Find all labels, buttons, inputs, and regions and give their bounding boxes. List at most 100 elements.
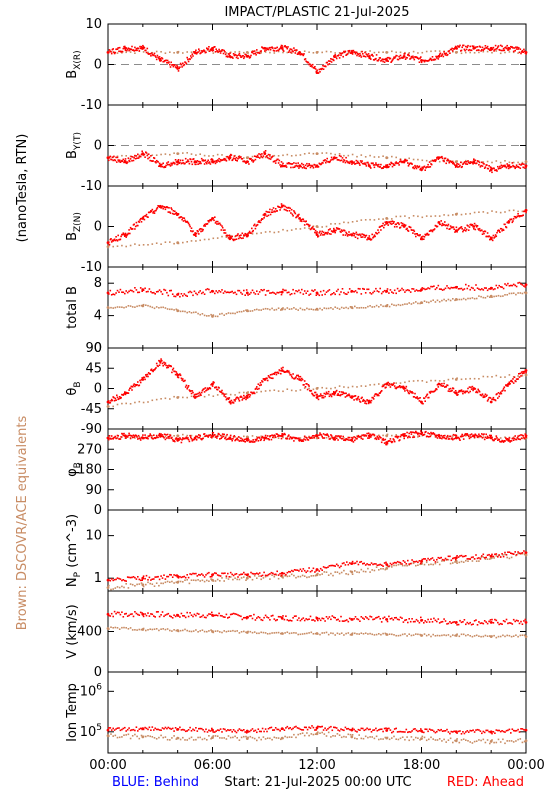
data-point (224, 572, 226, 574)
data-point (254, 438, 257, 441)
data-point (359, 164, 361, 166)
data-marker (176, 51, 180, 54)
data-point (290, 308, 293, 310)
data-point (370, 401, 372, 404)
data-point (212, 314, 215, 316)
data-point (334, 52, 336, 54)
data-marker (315, 568, 319, 571)
data-point (395, 382, 397, 384)
data-point (314, 391, 317, 394)
data-point (133, 436, 135, 438)
data-point (334, 231, 336, 234)
data-point (410, 634, 413, 637)
data-marker (106, 245, 110, 249)
data-point (396, 386, 399, 389)
data-point (457, 556, 460, 558)
data-point (272, 291, 274, 294)
data-point (151, 583, 154, 585)
data-point (225, 52, 228, 54)
data-point (248, 232, 250, 234)
data-point (355, 159, 358, 162)
data-point (149, 159, 151, 162)
data-point (172, 367, 175, 370)
data-point (309, 293, 312, 295)
data-point (251, 391, 253, 394)
data-point (306, 162, 308, 165)
data-point (334, 634, 336, 636)
data-point (434, 379, 437, 382)
data-marker (385, 441, 389, 444)
data-point (446, 436, 448, 438)
data-point (508, 437, 511, 439)
data-point (494, 553, 496, 556)
data-point (237, 57, 239, 60)
data-point (236, 234, 238, 237)
data-point (425, 395, 427, 398)
data-point (114, 306, 117, 309)
data-point (490, 434, 492, 437)
data-point (316, 393, 318, 396)
data-point (267, 48, 270, 51)
data-point (264, 575, 267, 578)
data-point (203, 49, 205, 51)
data-point (342, 435, 344, 438)
data-point (504, 553, 506, 556)
data-point (190, 630, 193, 633)
data-point (436, 558, 438, 561)
data-point (360, 632, 363, 634)
data-point (216, 578, 219, 581)
data-point (508, 374, 511, 376)
data-point (225, 398, 228, 401)
data-point (385, 58, 388, 60)
data-point (420, 56, 422, 58)
data-point (199, 434, 201, 437)
data-point (295, 162, 297, 165)
data-point (434, 561, 437, 563)
data-point (129, 160, 131, 163)
data-point (208, 46, 210, 48)
data-point (347, 394, 350, 397)
data-point (441, 436, 444, 438)
data-point (331, 564, 334, 567)
data-point (182, 162, 185, 164)
data-point (436, 55, 439, 58)
data-point (116, 437, 118, 440)
data-point (417, 433, 419, 436)
data-point (340, 306, 343, 309)
data-point (473, 558, 476, 560)
data-point (471, 297, 474, 299)
data-point (160, 582, 162, 585)
data-point (330, 293, 332, 296)
data-point (244, 232, 246, 235)
data-point (440, 55, 442, 57)
data-point (173, 574, 175, 576)
data-point (274, 160, 276, 162)
data-point (151, 399, 154, 402)
data-point (317, 166, 320, 168)
data-point (242, 55, 244, 57)
data-point (142, 434, 144, 436)
data-marker (245, 291, 249, 295)
data-point (216, 223, 218, 225)
data-point (433, 58, 436, 61)
data-point (289, 48, 291, 50)
data-point (159, 362, 162, 364)
data-point (240, 631, 243, 633)
data-point (158, 289, 161, 291)
data-point (163, 436, 165, 439)
data-point (141, 579, 143, 581)
data-point (341, 562, 344, 565)
data-point (441, 54, 443, 56)
data-point (110, 578, 113, 580)
data-point (521, 214, 524, 217)
data-point (340, 565, 342, 567)
data-point (417, 302, 419, 305)
data-point (272, 155, 274, 158)
data-marker (402, 225, 406, 228)
data-point (481, 555, 483, 557)
data-point (518, 166, 520, 169)
data-point (171, 371, 173, 374)
data-point (197, 230, 199, 233)
data-point (121, 291, 123, 293)
data-point (499, 167, 502, 170)
